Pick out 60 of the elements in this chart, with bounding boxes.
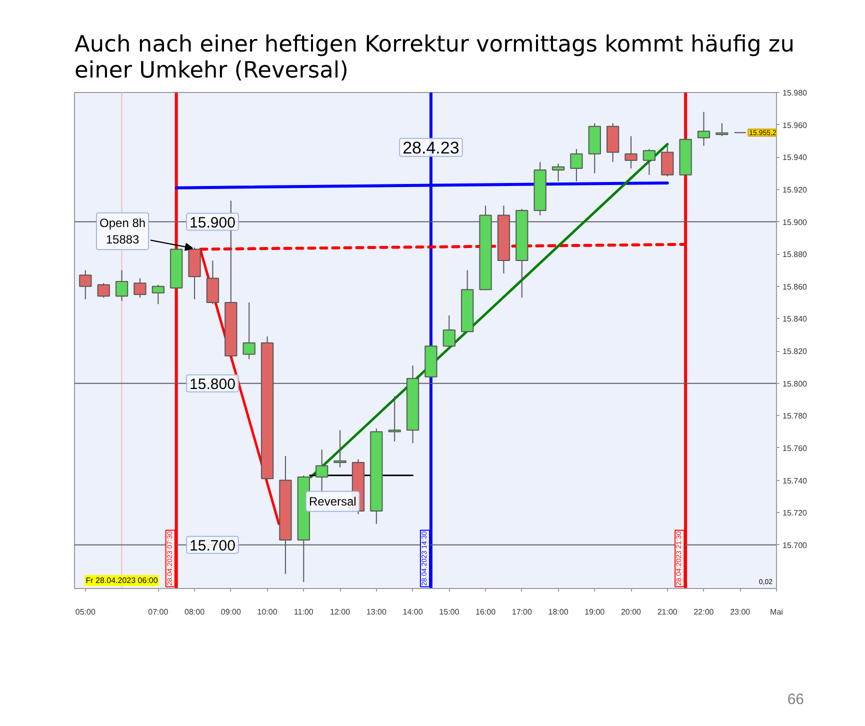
candlestick xyxy=(334,430,346,468)
x-tick-label: 21:00 xyxy=(657,608,678,616)
candlestick xyxy=(134,278,146,298)
ref-line-label: 15.700 xyxy=(190,537,236,554)
y-tick-label: 15.960 xyxy=(782,120,808,130)
x-tick-label: 08:00 xyxy=(184,608,206,616)
annotation: Reversal xyxy=(308,494,356,508)
x-tick-label: 23:00 xyxy=(730,608,751,616)
x-tick-label: 20:00 xyxy=(621,608,642,616)
candlestick xyxy=(79,270,92,300)
candlestick xyxy=(152,284,164,305)
annotation: Open 8h 15883 xyxy=(100,216,146,247)
x-tick-label: 05:00 xyxy=(75,608,96,616)
x-tick-label: 07:00 xyxy=(148,608,169,616)
y-tick-label: 15.700 xyxy=(782,540,808,550)
y-tick-label: 15.840 xyxy=(782,314,808,324)
x-tick-label: 14:00 xyxy=(402,608,424,616)
candlestick xyxy=(661,145,674,178)
candlestick xyxy=(697,111,710,146)
candlestick xyxy=(388,396,401,442)
x-tick-label: 09:00 xyxy=(220,608,242,616)
candlestick xyxy=(442,314,456,348)
y-tick-label: 15.940 xyxy=(782,153,808,162)
y-tick-label: 15.760 xyxy=(782,444,808,453)
candlestick xyxy=(642,148,656,176)
x-tick-label: 16:00 xyxy=(476,608,496,616)
x-tick-label: 15:00 xyxy=(439,608,460,616)
y-tick-label: 15.920 xyxy=(782,185,808,194)
candlestick xyxy=(570,148,583,182)
x-tick-label: 12:00 xyxy=(330,608,351,616)
x-tick-label: Mai xyxy=(770,608,784,616)
annotation: 28.4.23 xyxy=(402,138,460,158)
ref-line-label: Fr 28.04.2023 06:00 xyxy=(86,576,158,585)
ref-line-label: 15.900 xyxy=(190,214,236,232)
y-tick-label: 15.740 xyxy=(782,476,808,486)
y-tick-label: 15.780 xyxy=(782,412,808,421)
y-tick-label: 15.860 xyxy=(782,282,808,292)
y-tick-label: 15.880 xyxy=(782,250,808,260)
candlestick xyxy=(716,122,728,137)
candlestick xyxy=(115,270,128,302)
y-tick-label: 15.720 xyxy=(782,508,808,518)
candlestick xyxy=(624,136,638,169)
candlestick xyxy=(316,449,328,494)
candlestick xyxy=(97,282,110,298)
y-tick-label: 15.820 xyxy=(782,347,808,356)
candlestick xyxy=(552,163,565,182)
y-tick-label: 15.980 xyxy=(782,88,808,98)
chart-title: Auch nach einer heftigen Korrektur vormittags kommt häufig zu einer Umkehr (Reversal) xyxy=(74,32,794,84)
y-tick-label: 15.900 xyxy=(782,218,808,227)
x-tick-label: 22:00 xyxy=(694,608,714,616)
x-tick-label: 19:00 xyxy=(584,608,606,616)
x-tick-label: 10:00 xyxy=(257,608,278,616)
x-tick-label: 11:00 xyxy=(294,608,314,616)
y-tick-label: 15.800 xyxy=(782,379,808,388)
candlestick xyxy=(242,302,256,360)
x-tick-label: 13:00 xyxy=(366,608,387,616)
ref-line-label: 15.800 xyxy=(190,376,236,393)
x-tick-label: 18:00 xyxy=(548,608,569,616)
text: 66 xyxy=(787,690,804,710)
x-tick-label: 17:00 xyxy=(512,608,532,616)
